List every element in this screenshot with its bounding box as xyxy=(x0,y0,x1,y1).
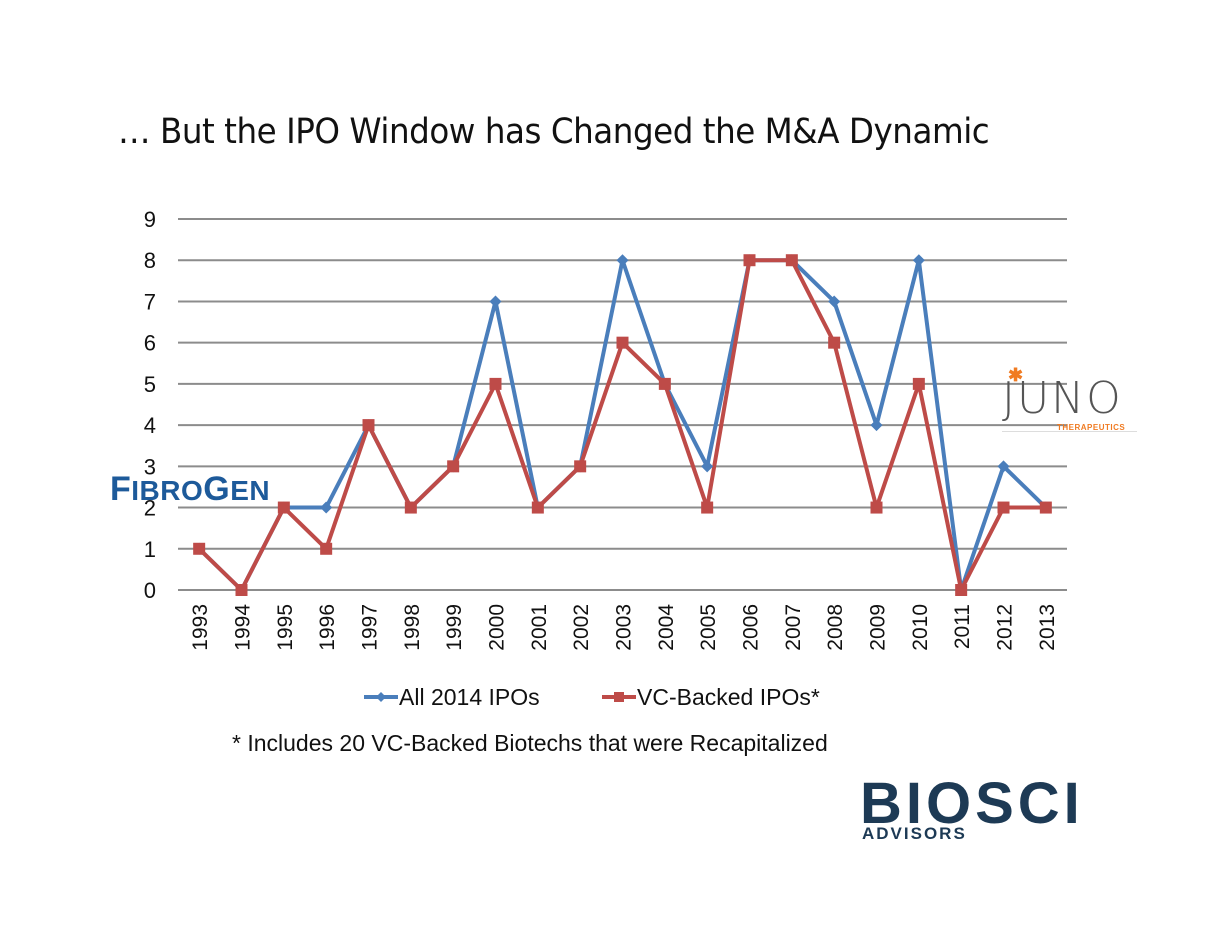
legend-label: VC-Backed IPOs* xyxy=(637,684,820,710)
x-tick-label: 2006 xyxy=(740,604,763,651)
juno-underline xyxy=(1002,431,1137,432)
y-tick-label: 6 xyxy=(144,331,156,356)
data-point-square xyxy=(828,336,841,349)
x-tick-label: 2010 xyxy=(909,604,932,651)
fibrogen-logo-letter: F xyxy=(110,470,132,508)
data-point-square xyxy=(658,377,671,390)
data-point-diamond xyxy=(870,419,883,432)
legend-marker-square xyxy=(614,692,624,702)
data-point-square xyxy=(404,501,417,514)
series-markers xyxy=(193,254,1052,596)
y-tick-label: 9 xyxy=(144,207,156,232)
x-axis-ticks: 1993 1994 1995 1996 1997 1998 1999 2000 2001 2002… xyxy=(189,604,1059,651)
data-point-square xyxy=(574,460,587,473)
data-point-square xyxy=(489,377,502,390)
x-tick-label: 2001 xyxy=(528,604,551,651)
data-point-square xyxy=(616,336,629,349)
x-tick-label: 1994 xyxy=(232,604,255,651)
legend-label: All 2014 IPOs xyxy=(399,684,540,710)
x-tick-label: 2005 xyxy=(697,604,720,651)
x-tick-label: 1999 xyxy=(443,604,466,651)
data-point-square xyxy=(912,377,925,390)
data-point-square xyxy=(531,501,544,514)
x-tick-label: 2000 xyxy=(486,604,509,651)
y-tick-label: 8 xyxy=(144,248,156,273)
y-tick-label: 3 xyxy=(144,454,156,479)
data-point-square xyxy=(235,584,248,596)
x-tick-label: 2009 xyxy=(867,604,890,651)
data-point-square xyxy=(193,542,206,555)
x-tick-label: 2004 xyxy=(655,604,678,651)
x-tick-label: 2012 xyxy=(994,604,1017,651)
y-tick-label: 5 xyxy=(144,372,156,397)
data-point-square xyxy=(320,542,333,555)
footnote: * Includes 20 VC-Backed Biotechs that we… xyxy=(232,730,828,756)
biosci-logo: BIOSCI ADVISORS xyxy=(860,770,1110,850)
data-point-square xyxy=(277,501,290,514)
x-tick-label: 1996 xyxy=(316,604,339,651)
x-tick-label: 2007 xyxy=(782,604,805,651)
juno-logo: ✱ JUNO THERAPEUTICS xyxy=(1002,365,1142,435)
data-point-square xyxy=(362,419,375,432)
biosci-logo-word: BIOSCI xyxy=(860,771,1084,836)
juno-logo-word: JUNO xyxy=(1002,373,1123,424)
data-point-square xyxy=(785,254,798,267)
x-tick-label: 2003 xyxy=(613,604,636,651)
y-tick-label: 4 xyxy=(144,413,156,438)
fibrogen-logo-text: IBRO xyxy=(131,475,204,506)
y-tick-label: 7 xyxy=(144,289,156,314)
fibrogen-logo-text: EN xyxy=(230,475,271,506)
y-tick-label: 0 xyxy=(144,578,156,603)
fibrogen-logo: FIBROGEN xyxy=(110,470,270,509)
legend-marker-diamond xyxy=(376,692,386,702)
x-tick-label: 1997 xyxy=(359,604,382,651)
biosci-logo-subtitle: ADVISORS xyxy=(862,824,967,843)
data-point-square xyxy=(955,584,968,596)
data-point-square xyxy=(447,460,460,473)
juno-logo-subtitle: THERAPEUTICS xyxy=(1057,423,1126,432)
y-tick-label: 2 xyxy=(144,496,156,521)
data-point-diamond xyxy=(320,501,333,514)
legend: All 2014 IPOs VC-Backed IPOs* xyxy=(364,684,820,710)
data-point-square xyxy=(997,501,1010,514)
data-point-diamond xyxy=(701,460,714,473)
x-tick-label: 2002 xyxy=(570,604,593,651)
data-point-diamond xyxy=(616,254,629,267)
x-tick-label: 2013 xyxy=(1036,604,1059,651)
x-tick-label: 1995 xyxy=(274,604,297,651)
juno-star-icon: ✱ xyxy=(1008,365,1024,385)
data-point-diamond xyxy=(997,460,1010,473)
data-point-square xyxy=(701,501,714,514)
y-axis-ticks: 0 1 2 3 4 5 6 7 8 9 xyxy=(144,207,156,603)
data-point-square xyxy=(1039,501,1052,514)
x-tick-label: 1993 xyxy=(189,604,212,651)
x-tick-label: 2008 xyxy=(824,604,847,651)
x-tick-label: 1998 xyxy=(401,604,424,651)
data-point-diamond xyxy=(912,254,925,267)
fibrogen-logo-letter: G xyxy=(203,470,231,508)
data-point-diamond xyxy=(489,295,502,308)
slide-title: … But the IPO Window has Changed the M&A… xyxy=(118,112,990,152)
data-point-square xyxy=(870,501,883,514)
y-tick-label: 1 xyxy=(144,537,156,562)
x-tick-label: 2011 xyxy=(951,604,974,649)
data-point-diamond xyxy=(828,295,841,308)
data-point-square xyxy=(743,254,756,267)
